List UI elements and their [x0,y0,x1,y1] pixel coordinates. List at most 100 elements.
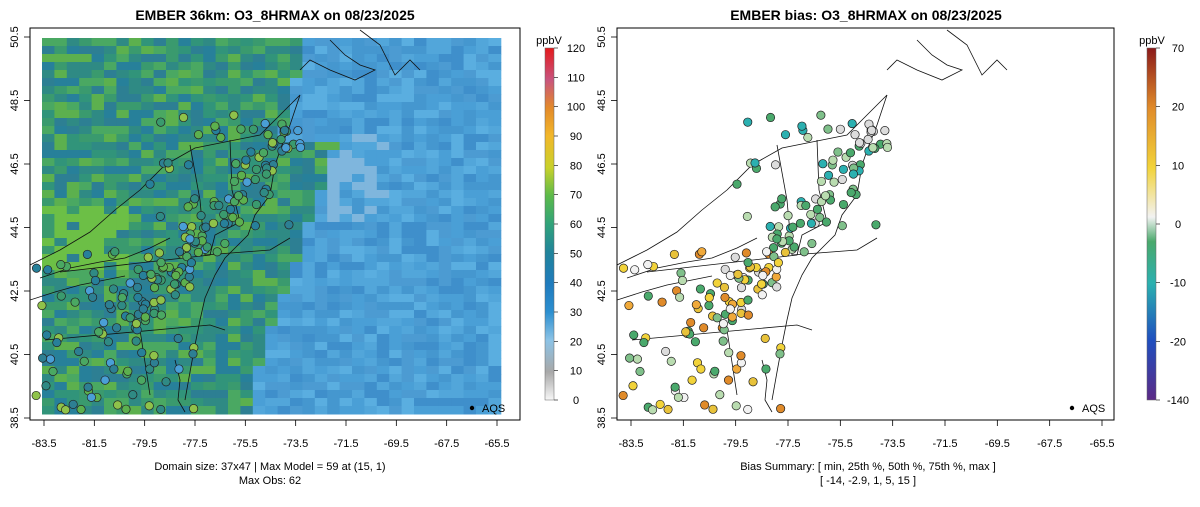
model-cell [66,374,80,383]
model-cell [438,150,452,159]
model-cell [488,302,502,311]
model-cell [451,366,465,375]
model-cell [141,382,155,391]
model-cell [290,398,303,407]
model-cell [339,406,353,415]
model-cell [364,318,378,327]
model-cell [376,150,390,159]
model-cell [314,334,328,343]
model-cell [364,262,378,271]
model-cell [215,118,229,127]
model-cell [376,246,390,255]
model-cell [215,102,229,111]
model-cell [277,326,291,335]
model-cell [327,350,341,359]
model-cell [203,262,217,271]
model-cell [252,38,266,47]
model-cell [190,190,204,199]
model-cell [265,70,279,79]
model-cell [438,246,452,255]
model-cell [327,270,341,279]
model-cell [190,126,204,135]
model-cell [401,118,415,127]
obs-site [202,242,212,252]
model-cell [277,78,291,87]
model-cell [240,238,254,247]
model-cell [451,358,465,367]
model-cell [488,214,502,223]
model-cell [128,110,142,119]
bias-site [871,220,881,230]
model-cell [414,246,427,255]
model-cell [54,94,68,103]
model-cell [488,374,502,383]
model-cell [339,278,353,287]
model-cell [228,78,241,87]
model-cell [42,238,55,247]
model-cell [203,406,217,415]
model-cell [203,150,217,159]
model-cell [314,182,328,191]
model-cell [488,86,502,95]
model-cell [401,54,415,63]
model-cell [141,198,155,207]
model-cell [203,286,217,295]
model-cell [327,70,341,79]
model-cell [426,182,440,191]
model-cell [228,366,241,375]
obs-site [259,188,269,198]
model-cell [426,374,440,383]
model-cell [451,318,465,327]
model-cell [66,86,80,95]
model-cell [314,302,328,311]
obs-site [104,300,114,310]
bias-site [632,354,642,364]
model-cell [339,390,353,399]
model-cell [364,110,378,119]
model-cell [290,334,303,343]
bias-site [850,130,860,140]
model-cell [302,86,316,95]
model-cell [352,270,365,279]
model-cell [178,206,192,215]
right-y-tick-label: 46.5 [596,153,608,174]
model-cell [54,86,68,95]
bias-site [820,191,831,201]
model-cell [451,398,465,407]
model-cell [104,86,117,95]
model-cell [91,318,105,327]
model-cell [476,150,489,159]
model-cell [54,278,68,287]
model-cell [438,270,452,279]
model-cell [376,86,390,95]
model-cell [290,358,303,367]
model-cell [327,406,341,415]
model-cell [104,158,117,167]
model-cell [203,86,217,95]
model-cell [104,270,117,279]
model-cell [277,198,291,207]
bias-site [816,176,826,186]
model-cell [104,94,117,103]
bias-site [731,401,741,411]
model-cell [128,86,142,95]
model-cell [42,254,55,263]
model-cell [265,374,279,383]
model-cell [302,342,316,351]
model-cell [252,286,266,295]
model-cell [277,214,291,223]
model-cell [166,86,179,95]
obs-site [156,117,166,127]
obs-site [182,252,192,262]
model-cell [203,270,217,279]
model-cell [327,374,341,383]
model-cell [376,158,390,167]
obs-site [233,191,244,201]
model-cell [327,118,341,127]
model-cell [426,62,440,71]
model-cell [290,78,303,87]
model-cell [116,46,130,55]
model-cell [290,174,303,183]
model-cell [153,46,167,55]
model-cell [190,286,204,295]
